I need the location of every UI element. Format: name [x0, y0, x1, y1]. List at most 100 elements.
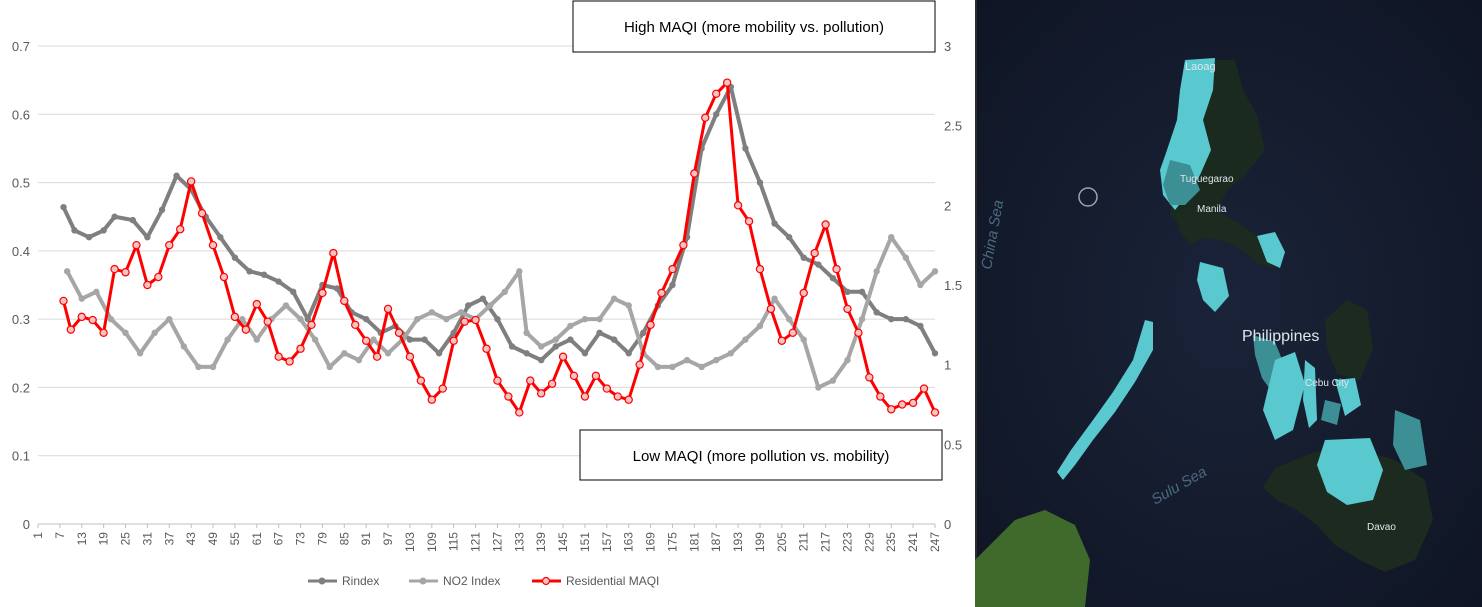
- data-point: [253, 336, 260, 343]
- data-point: [873, 268, 880, 275]
- data-point: [744, 217, 754, 226]
- data-point: [713, 111, 720, 118]
- data-point: [209, 363, 217, 371]
- mindanao-dark-region: [1263, 448, 1433, 572]
- left-tick-label: 0.2: [12, 380, 30, 395]
- data-point: [180, 343, 188, 350]
- data-point: [613, 392, 622, 401]
- annotation-high: High MAQI (more mobility vs. pollution): [572, 0, 936, 53]
- data-point: [931, 268, 939, 275]
- data-point: [132, 240, 141, 250]
- legend-no2-marker: [419, 577, 427, 585]
- right-tick-label: 2.5: [944, 119, 962, 134]
- data-point: [625, 350, 632, 357]
- x-tick-label: 103: [403, 532, 417, 552]
- data-point: [581, 315, 589, 323]
- data-point: [537, 356, 545, 364]
- data-point: [876, 392, 885, 401]
- annotation-low-box: [579, 429, 943, 481]
- data-point: [897, 400, 907, 409]
- legend-no2-label: NO2 Index: [443, 574, 500, 588]
- data-point: [351, 320, 360, 330]
- data-point: [742, 145, 749, 152]
- x-tick-label: 217: [819, 532, 833, 552]
- philippines-map: Laoag Tuguegarao Manila Philippines Cebu…: [975, 0, 1482, 607]
- data-point: [508, 343, 516, 350]
- data-point: [176, 225, 185, 234]
- legend-rindex-marker: [318, 577, 326, 585]
- data-point: [219, 272, 229, 282]
- data-point: [610, 295, 618, 302]
- data-point: [208, 240, 218, 250]
- data-point: [908, 398, 918, 408]
- annotation-high-box: [572, 0, 936, 53]
- data-point: [785, 234, 793, 241]
- data-point: [799, 288, 808, 298]
- data-point: [777, 336, 787, 345]
- data-point: [683, 356, 691, 364]
- data-point: [166, 315, 173, 323]
- left-tick-label: 0.6: [12, 107, 30, 122]
- data-point: [326, 363, 333, 371]
- data-point: [902, 315, 910, 323]
- data-point: [78, 295, 85, 302]
- left-y-axis: 0 0.1 0.2 0.3 0.4 0.5 0.6 0.7: [12, 39, 30, 532]
- data-point: [93, 288, 100, 296]
- data-point: [71, 227, 78, 234]
- data-point: [567, 322, 574, 330]
- data-point: [829, 274, 837, 282]
- data-point: [329, 248, 338, 258]
- x-tick-label: 205: [775, 532, 789, 552]
- data-point: [110, 264, 119, 274]
- data-point: [165, 240, 174, 250]
- legend-no2: NO2 Index: [409, 574, 500, 588]
- data-point: [547, 379, 557, 388]
- data-point: [186, 177, 196, 186]
- data-point: [537, 343, 545, 350]
- data-point: [144, 234, 151, 241]
- data-point: [136, 350, 144, 357]
- right-tick-label: 2: [944, 198, 951, 213]
- data-point: [340, 296, 349, 306]
- left-tick-label: 0.1: [12, 449, 30, 464]
- data-point: [523, 350, 530, 357]
- data-point: [501, 288, 508, 296]
- data-point: [195, 363, 202, 371]
- x-tick-label: 55: [228, 532, 242, 546]
- legend-maqi: Residential MAQI: [532, 574, 659, 588]
- data-point: [844, 288, 851, 296]
- data-point: [129, 216, 137, 224]
- data-point: [567, 336, 574, 343]
- x-tick-label: 211: [797, 532, 811, 551]
- data-point: [88, 315, 97, 325]
- data-point: [100, 227, 107, 234]
- data-point: [624, 395, 633, 404]
- data-point: [158, 206, 166, 214]
- x-tick-label: 229: [862, 532, 876, 552]
- data-point: [625, 302, 632, 309]
- right-tick-label: 3: [944, 39, 951, 54]
- data-point: [844, 356, 851, 364]
- data-point: [888, 234, 895, 241]
- legend: Rindex NO2 Index Residential MAQI: [308, 574, 659, 588]
- data-point: [800, 336, 807, 343]
- data-point: [197, 209, 207, 218]
- data-point: [416, 376, 426, 385]
- data-point: [383, 304, 393, 314]
- data-point: [370, 336, 377, 343]
- data-point: [435, 350, 443, 357]
- data-point: [733, 201, 743, 210]
- data-point: [858, 315, 866, 323]
- gridlines: [38, 45, 935, 525]
- data-point: [443, 315, 450, 323]
- map-label-manila: Manila: [1197, 204, 1227, 215]
- x-tick-label: 241: [906, 532, 920, 552]
- data-point: [471, 315, 480, 325]
- data-point: [657, 288, 666, 298]
- data-point: [405, 352, 415, 361]
- map-label-davao: Davao: [1367, 522, 1396, 533]
- cebu-island: [1303, 360, 1317, 428]
- data-point: [246, 268, 253, 275]
- map-label-tuguegarao: Tuguegarao: [1180, 174, 1234, 185]
- data-point: [785, 315, 793, 323]
